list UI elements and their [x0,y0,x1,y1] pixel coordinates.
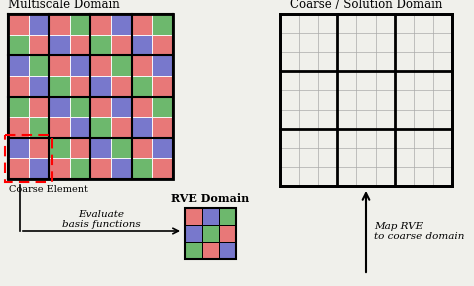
Bar [49,35,70,55]
Bar [132,96,152,117]
Bar [152,96,173,117]
Bar [111,96,132,117]
Bar [152,158,173,179]
Bar [70,55,91,76]
Bar [49,96,70,117]
Bar [219,208,236,225]
Bar [49,158,70,179]
Bar [132,35,152,55]
Bar [91,117,111,138]
Bar [152,55,173,76]
Bar [185,208,236,259]
Bar [132,14,152,35]
Bar [132,138,152,158]
Bar [8,14,28,35]
Bar [91,138,111,158]
Bar [91,35,111,55]
Bar [5,135,52,182]
Bar [132,55,152,76]
Text: Coarse / Solution Domain: Coarse / Solution Domain [290,0,442,11]
Bar [152,117,173,138]
Bar [8,158,28,179]
Bar [28,117,49,138]
Bar [202,225,219,242]
Bar [28,14,49,35]
Bar [152,138,173,158]
Text: Map RVE
to coarse domain: Map RVE to coarse domain [374,222,465,241]
Bar [28,96,49,117]
Bar [49,55,70,76]
Bar [111,14,132,35]
Bar [8,14,173,179]
Bar [8,138,28,158]
Bar [280,14,452,186]
Bar [91,76,111,96]
Bar [8,117,28,138]
Bar [132,76,152,96]
Bar [49,117,70,138]
Bar [219,225,236,242]
Bar [28,35,49,55]
Bar [70,35,91,55]
Bar [70,158,91,179]
Bar [111,117,132,138]
Bar [70,76,91,96]
Bar [152,35,173,55]
Bar [70,14,91,35]
Text: Evaluate
basis functions: Evaluate basis functions [62,210,141,229]
Bar [185,225,202,242]
Bar [185,208,202,225]
Bar [49,14,70,35]
Bar [28,138,49,158]
Bar [28,55,49,76]
Bar [132,158,152,179]
Bar [28,76,49,96]
Bar [70,96,91,117]
Bar [8,55,28,76]
Bar [152,76,173,96]
Bar [202,242,219,259]
Bar [8,96,28,117]
Bar [70,138,91,158]
Bar [91,55,111,76]
Bar [132,117,152,138]
Bar [111,35,132,55]
Text: Coarse Element: Coarse Element [9,185,88,194]
Bar [70,117,91,138]
Bar [28,158,49,179]
Bar [91,14,111,35]
Bar [152,14,173,35]
Bar [91,158,111,179]
Text: Multiscale Domain: Multiscale Domain [8,0,120,11]
Bar [8,35,28,55]
Bar [111,55,132,76]
Bar [111,76,132,96]
Bar [49,138,70,158]
Bar [49,76,70,96]
Bar [8,76,28,96]
Text: RVE Domain: RVE Domain [172,193,250,204]
Bar [202,208,219,225]
Bar [185,242,202,259]
Bar [91,96,111,117]
Bar [111,138,132,158]
Bar [219,242,236,259]
Bar [111,158,132,179]
